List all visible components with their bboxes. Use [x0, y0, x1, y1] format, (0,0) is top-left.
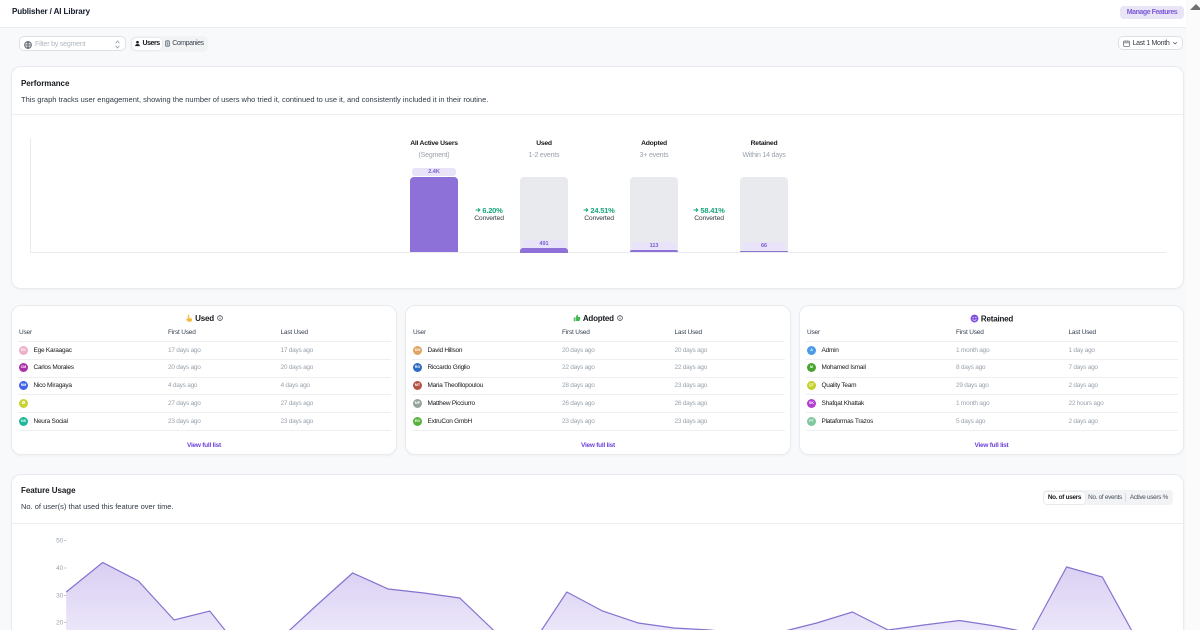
svg-text:40: 40 — [56, 565, 63, 572]
svg-text:20: 20 — [56, 620, 63, 627]
svg-text:30: 30 — [56, 593, 63, 600]
svg-text:50: 50 — [56, 538, 63, 545]
